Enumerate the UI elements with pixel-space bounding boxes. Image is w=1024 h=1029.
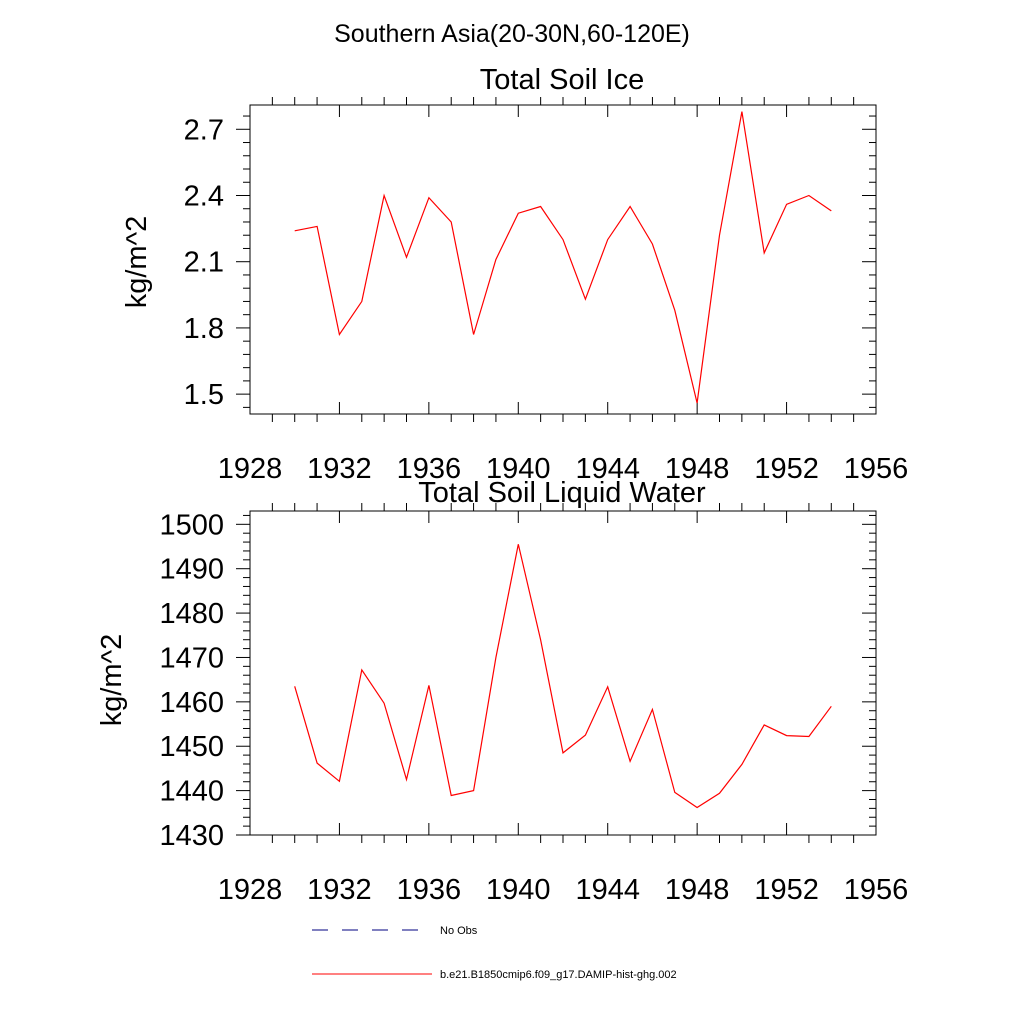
x-tick-label: 1948 (665, 453, 730, 485)
x-tick-label: 1932 (307, 874, 372, 906)
y-tick-label: 1.5 (184, 379, 224, 411)
x-tick-label: 1956 (844, 874, 909, 906)
y-tick-label: 1460 (159, 687, 224, 719)
y-tick-label: 1470 (159, 642, 224, 674)
panel-title: Total Soil Liquid Water (418, 477, 706, 509)
y-axis-label: kg/m^2 (96, 634, 128, 727)
x-tick-label: 1928 (218, 453, 283, 485)
x-tick-label: 1932 (307, 453, 372, 485)
x-tick-label: 1952 (754, 874, 819, 906)
y-tick-label: 1430 (159, 820, 224, 852)
panel-title: Total Soil Ice (480, 64, 644, 96)
x-tick-label: 1940 (486, 453, 551, 485)
legend-label: No Obs (440, 925, 478, 937)
y-tick-label: 2.4 (184, 180, 224, 212)
y-tick-label: 1.8 (184, 313, 224, 345)
y-tick-label: 1490 (159, 554, 224, 586)
legend-item-model: b.e21.B1850cmip6.f09_g17.DAMIP-hist-ghg.… (312, 969, 677, 981)
x-tick-label: 1936 (397, 453, 462, 485)
y-axis-label: kg/m^2 (121, 216, 153, 309)
y-tick-label: 1440 (159, 776, 224, 808)
plot-frame (249, 104, 877, 415)
series-line (294, 544, 832, 809)
x-tick-label: 1952 (754, 453, 819, 485)
y-tick-label: 2.1 (184, 247, 224, 279)
series-line (294, 111, 832, 404)
x-tick-label: 1944 (575, 453, 640, 485)
y-tick-label: 1500 (159, 509, 224, 541)
panel-total-soil-liquid-water: Total Soil Liquid Water kg/m^2 1928 1932 1… (96, 477, 908, 906)
plot-frame (249, 510, 877, 836)
legend: No Obs b.e21.B1850cmip6.f09_g17.DAMIP-hi… (312, 925, 677, 981)
y-tick-label: 1480 (159, 598, 224, 630)
x-tick-label: 1948 (665, 874, 730, 906)
figure-suptitle: Southern Asia(20-30N,60-120E) (334, 20, 690, 48)
y-tick-label: 2.7 (184, 114, 224, 146)
panel-total-soil-ice: Total Soil Ice kg/m^2 1928 1932 1936 1940 19… (121, 64, 908, 485)
x-tick-label: 1928 (218, 874, 283, 906)
x-tick-label: 1956 (844, 453, 909, 485)
x-tick-label: 1944 (575, 874, 640, 906)
y-tick-label: 1450 (159, 731, 224, 763)
legend-label: b.e21.B1850cmip6.f09_g17.DAMIP-hist-ghg.… (440, 969, 677, 981)
legend-item-no-obs: No Obs (312, 925, 478, 937)
x-tick-label: 1940 (486, 874, 551, 906)
x-tick-label: 1936 (397, 874, 462, 906)
